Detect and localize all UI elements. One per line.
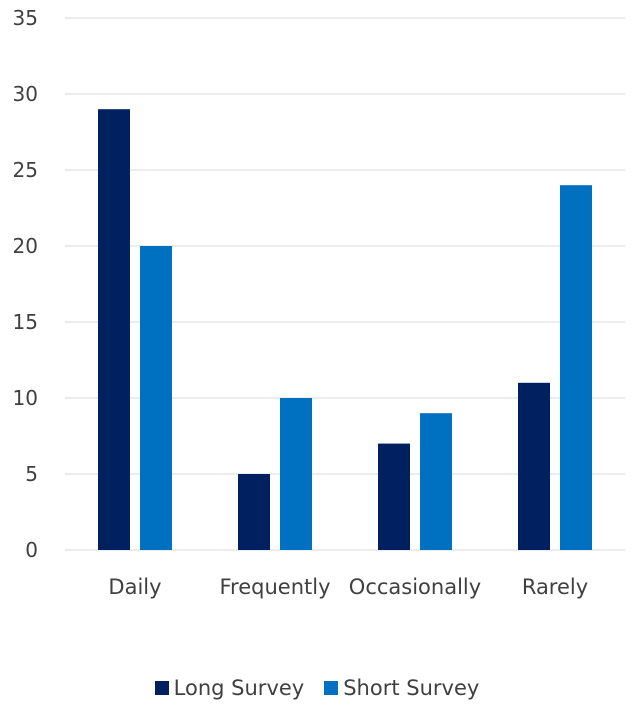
bar-daily-short-survey <box>140 246 172 550</box>
x-category-label: Daily <box>108 575 161 599</box>
legend: Long Survey Short Survey <box>0 676 634 700</box>
x-axis-categories: Daily Frequently Occasionally Rarely <box>108 575 588 599</box>
y-tick-label: 30 <box>13 82 38 106</box>
y-tick-label: 25 <box>13 158 38 182</box>
bar-occasionally-long-survey <box>378 443 410 550</box>
bar-chart-plot: 0 5 10 15 20 25 30 35 Daily Frequently Occasional… <box>13 6 625 599</box>
legend-label-short-survey: Short Survey <box>343 676 480 700</box>
bar-rarely-short-survey <box>560 185 592 550</box>
legend-item-long-survey: Long Survey <box>154 676 305 700</box>
y-tick-label: 0 <box>25 538 38 562</box>
x-category-label: Frequently <box>219 575 330 599</box>
legend-label-long-survey: Long Survey <box>173 676 305 700</box>
legend-swatch-short-survey <box>324 681 339 695</box>
y-tick-label: 5 <box>25 462 38 486</box>
y-tick-label: 35 <box>13 6 38 30</box>
bar-rarely-long-survey <box>518 382 550 550</box>
legend-swatch-long-survey <box>154 681 169 695</box>
bar-daily-long-survey <box>98 109 130 550</box>
y-tick-label: 20 <box>13 234 38 258</box>
bar-frequently-long-survey <box>238 474 270 550</box>
bars <box>98 109 592 550</box>
y-tick-label: 15 <box>13 310 38 334</box>
bar-frequently-short-survey <box>280 398 312 550</box>
legend-item-short-survey: Short Survey <box>324 676 479 700</box>
y-axis-ticks: 0 5 10 15 20 25 30 35 <box>13 6 38 562</box>
bar-occasionally-short-survey <box>420 413 452 550</box>
x-category-label: Occasionally <box>349 575 481 599</box>
y-tick-label: 10 <box>13 386 38 410</box>
x-category-label: Rarely <box>522 575 588 599</box>
